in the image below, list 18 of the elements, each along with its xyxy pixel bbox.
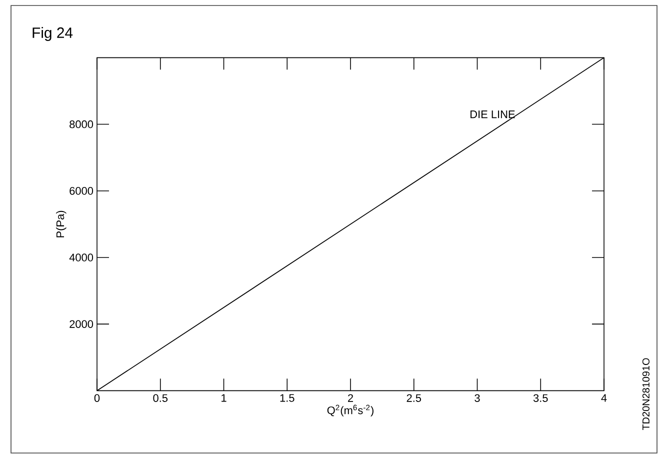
x-axis-title: Q$^{2}$(m$^{6}$s$^{-2}$) [327,404,374,416]
x-tick-label: 3.5 [533,394,548,402]
y-axis-title: P(Pa) [56,210,66,238]
x-tick-label: 3 [474,394,480,402]
y-tick-label: 8000 [70,120,94,128]
x-tick-label: 4 [601,394,607,402]
chart-title: Fig 24 [32,27,73,41]
x-tick-label: 2 [348,394,354,402]
y-tick-label: 2000 [70,320,94,328]
x-tick-label: 0.5 [153,394,168,402]
x-tick-label: 1 [222,394,226,402]
x-tick-label: 0 [94,394,100,402]
x-tick-label: 2.5 [406,394,422,402]
y-tick-label: 6000 [70,187,94,195]
x-tick-label: 1.5 [280,394,294,402]
text: TD20N281091O [642,358,650,430]
series-label: DIE LINE [470,110,515,118]
y-tick-label: 4000 [69,254,94,262]
